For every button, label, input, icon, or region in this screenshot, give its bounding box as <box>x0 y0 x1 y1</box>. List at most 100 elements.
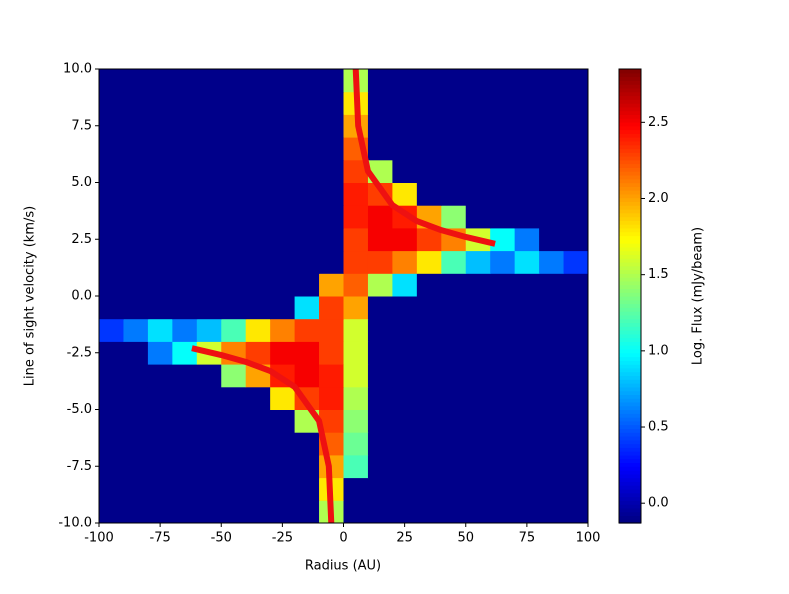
heatmap-cell <box>514 159 540 183</box>
colorbar-segment <box>619 156 641 161</box>
heatmap-cell <box>270 500 296 524</box>
heatmap-cell <box>539 318 565 342</box>
heatmap-cell <box>367 477 393 501</box>
heatmap-cell <box>465 296 491 320</box>
heatmap-cell <box>539 114 565 138</box>
heatmap-cell <box>563 205 589 229</box>
colorbar-segment <box>619 201 641 206</box>
colorbar-segment <box>619 99 641 104</box>
heatmap-cell <box>465 250 491 274</box>
colorbar-segment <box>619 261 641 267</box>
heatmap-cell <box>99 182 124 206</box>
colorbar-segment <box>619 485 641 490</box>
heatmap-cell <box>563 296 589 320</box>
heatmap-cell <box>294 364 320 388</box>
colorbar-segment <box>619 409 641 414</box>
heatmap-cell <box>147 91 173 115</box>
heatmap-cell <box>367 454 393 479</box>
heatmap-cell <box>490 205 516 229</box>
colorbar-segment <box>619 386 641 392</box>
heatmap-cell <box>147 227 173 252</box>
heatmap-cell <box>490 454 516 479</box>
colorbar-tick-label: 2.5 <box>648 115 669 130</box>
heatmap-cell <box>416 409 442 433</box>
heatmap-cell <box>563 114 589 138</box>
heatmap-cell <box>319 91 344 115</box>
heatmap-cell <box>172 477 198 501</box>
heatmap-cell <box>319 409 344 433</box>
heatmap-cell <box>367 386 393 410</box>
heatmap-cell <box>539 296 565 320</box>
heatmap-cell <box>294 159 320 183</box>
heatmap-cell <box>221 386 247 410</box>
heatmap-cell <box>465 409 491 433</box>
heatmap-cell <box>147 250 173 274</box>
heatmap-cell <box>441 114 467 138</box>
heatmap-cell <box>514 500 540 524</box>
heatmap-cell <box>563 386 589 410</box>
heatmap-cell <box>147 114 173 138</box>
heatmap-cell <box>416 341 442 365</box>
colorbar-segment <box>619 307 641 312</box>
heatmap-cell <box>221 477 247 501</box>
colorbar-segment <box>619 197 641 203</box>
heatmap-cell <box>343 341 369 365</box>
heatmap-cell <box>270 477 296 501</box>
colorbar-segment <box>619 224 641 229</box>
colorbar-segment <box>619 110 641 115</box>
heatmap-cell <box>441 454 467 479</box>
heatmap-cell <box>245 69 271 93</box>
heatmap-cell <box>99 250 124 274</box>
heatmap-cell <box>123 364 149 388</box>
heatmap-cell <box>392 477 418 501</box>
heatmap-cell <box>294 227 320 252</box>
heatmap-cell <box>245 386 271 410</box>
colorbar-segment <box>619 167 641 172</box>
colorbar-segment <box>619 333 641 339</box>
colorbar-segment <box>619 72 641 78</box>
y-tick-label: -2.5 <box>67 345 92 360</box>
colorbar-label: Log. Flux (mJy/beam) <box>691 227 706 365</box>
colorbar-segment <box>619 133 641 138</box>
colorbar-segment <box>619 390 641 395</box>
heatmap-cell <box>441 137 467 161</box>
heatmap-cell <box>196 409 222 433</box>
heatmap-cell <box>490 227 516 252</box>
heatmap-cell <box>441 386 467 410</box>
colorbar-segment <box>619 439 641 445</box>
heatmap-cell <box>343 409 369 433</box>
colorbar-segment <box>619 401 641 407</box>
heatmap-cell <box>514 296 540 320</box>
heatmap-cell <box>514 205 540 229</box>
heatmap-cell <box>221 182 247 206</box>
heatmap-cell <box>490 500 516 524</box>
heatmap-cell <box>123 273 149 297</box>
heatmap-cell <box>99 69 124 93</box>
heatmap-cell <box>123 69 149 93</box>
heatmap-cell <box>490 250 516 274</box>
heatmap-cell <box>392 159 418 183</box>
heatmap-cell <box>221 205 247 229</box>
heatmap-cell <box>416 432 442 456</box>
heatmap-cell <box>563 409 589 433</box>
heatmap-cell <box>563 477 589 501</box>
heatmap-cell <box>270 137 296 161</box>
colorbar-segment <box>619 125 641 131</box>
heatmap-cell <box>563 364 589 388</box>
heatmap-cell <box>196 91 222 115</box>
heatmap-cell <box>319 364 344 388</box>
heatmap-cell <box>490 318 516 342</box>
heatmap-cell <box>441 182 467 206</box>
heatmap-cell <box>319 341 344 365</box>
heatmap-cell <box>539 454 565 479</box>
heatmap-cell <box>490 137 516 161</box>
heatmap-cell <box>465 69 491 93</box>
heatmap-cell <box>563 341 589 365</box>
colorbar-segment <box>619 443 641 448</box>
colorbar-segment <box>619 432 641 437</box>
heatmap-cell <box>465 386 491 410</box>
heatmap-cell <box>514 273 540 297</box>
heatmap-cell <box>245 477 271 501</box>
heatmap-cell <box>99 296 124 320</box>
heatmap-cell <box>196 182 222 206</box>
